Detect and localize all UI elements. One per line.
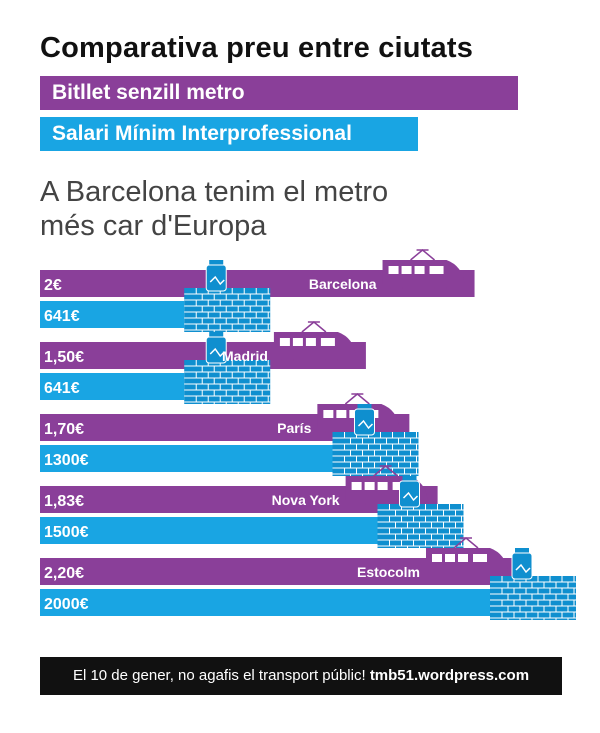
city-row-barcelona: 2€ 641€ Barcelona (40, 249, 475, 332)
metro-price-label: 1,50€ (44, 349, 84, 366)
legend-salari-label: Salari Mínim Interprofessional (52, 122, 352, 145)
salary-label: 1500€ (44, 524, 89, 541)
salari-bar (40, 373, 185, 400)
city-label: Barcelona (309, 276, 377, 292)
salary-label: 1300€ (44, 452, 89, 469)
footer-banner: El 10 de gener, no agafis el transport p… (40, 657, 562, 695)
metro-price-label: 2,20€ (44, 565, 84, 582)
legend-metro: Bitllet senzill metro (40, 76, 518, 110)
city-label: Nova York (272, 492, 340, 508)
subtitle-line-2: més car d'Europa (40, 210, 267, 242)
salari-bar (40, 301, 185, 328)
brick-wall-icon (184, 360, 271, 404)
salary-label: 641€ (44, 380, 80, 397)
ticket-machine-icon (511, 548, 533, 580)
footer-link[interactable]: tmb51.wordpress.com (369, 667, 530, 684)
salary-label: 2000€ (44, 596, 89, 613)
ticket-machine-icon (399, 476, 420, 508)
salari-bar (40, 589, 490, 616)
metro-price-label: 1,83€ (44, 493, 84, 510)
city-label: París (277, 420, 311, 436)
train-icon (273, 321, 356, 361)
city-label: Estocolm (357, 564, 420, 580)
city-row-madrid: 1,50€ 641€ Madrid (40, 321, 366, 404)
metro-price-label: 2€ (44, 277, 62, 294)
train-icon (382, 249, 465, 289)
city-row-nova-york: 1,83€ 1500€ Nova York (40, 465, 464, 548)
footer-text: El 10 de gener, no agafis el transport p… (72, 667, 370, 684)
brick-wall-icon (490, 576, 576, 620)
city-row-par-s: 1,70€ 1300€ París (40, 393, 419, 476)
salari-bar (40, 517, 378, 544)
legend-metro-label: Bitllet senzill metro (52, 81, 245, 104)
subtitle: A Barcelona tenim el metro més car d'Eur… (40, 175, 388, 243)
brick-wall-icon (184, 288, 271, 332)
city-label: Madrid (222, 348, 268, 364)
chart-title: Comparativa preu entre ciutats (40, 32, 474, 64)
city-row-estocolm: 2,20€ 2000€ Estocolm (40, 537, 576, 620)
brick-wall-icon (332, 432, 419, 476)
metro-price-label: 1,70€ (44, 421, 84, 438)
train-icon (426, 537, 508, 577)
ticket-machine-icon (354, 404, 375, 436)
ticket-machine-icon (205, 332, 227, 364)
legend-salari: Salari Mínim Interprofessional (40, 117, 418, 151)
subtitle-line-1: A Barcelona tenim el metro (40, 176, 389, 208)
salari-bar (40, 445, 333, 472)
brick-wall-icon (377, 504, 464, 548)
ticket-machine-icon (205, 260, 227, 292)
salary-label: 641€ (44, 308, 80, 325)
